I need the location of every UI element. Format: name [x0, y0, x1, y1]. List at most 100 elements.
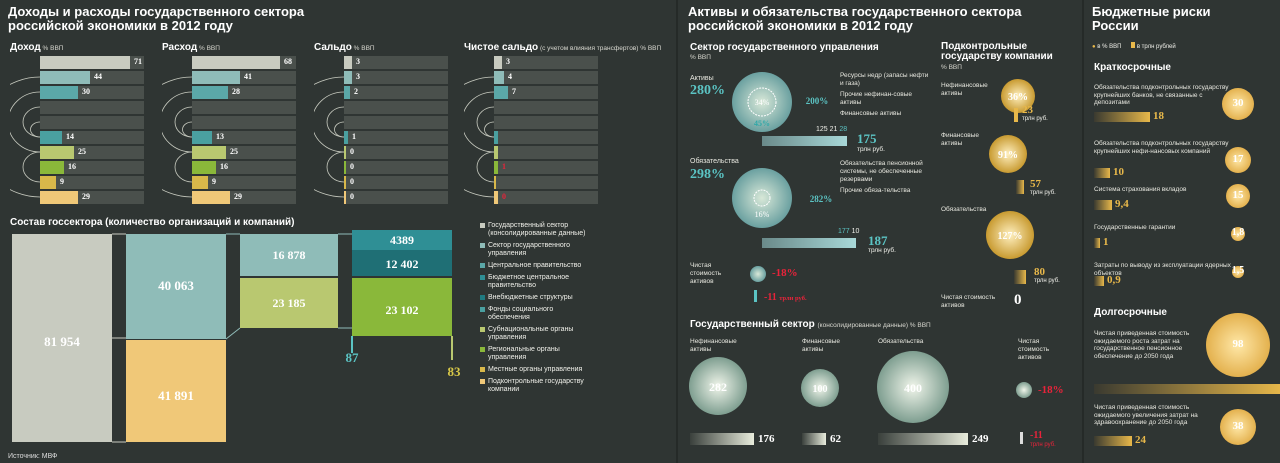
legend-swatch — [480, 327, 485, 332]
divider — [1082, 0, 1084, 463]
panel-row-bar — [40, 131, 62, 144]
panel-row-bg — [494, 161, 598, 174]
legend-swatch — [480, 367, 485, 372]
extrabudget-column — [352, 250, 452, 276]
risk-abs: 1 — [1103, 236, 1109, 248]
panel-row-bar — [40, 161, 64, 174]
panel-row-bar — [344, 56, 352, 69]
panel-row-bar — [40, 176, 56, 189]
consolidated-title: Государственный сектор (консолидированны… — [690, 319, 931, 330]
legend-item: Местные органы управления — [480, 366, 590, 374]
panel-row-bg — [344, 176, 448, 189]
gov-value: 40 063 — [158, 278, 194, 293]
left-title: Доходы и расходы государственного сектор… — [8, 4, 305, 33]
panel-arc — [174, 151, 192, 183]
risk-pct: 1,5 — [1231, 265, 1245, 276]
panel-row-bg — [344, 86, 448, 99]
source: Источник: МВФ — [8, 453, 58, 460]
risk-pct: 38 — [1232, 420, 1244, 432]
svg-text:36%: 36% — [1008, 92, 1028, 103]
panel-row-value: 14 — [66, 132, 74, 141]
risk-pct: 98 — [1232, 338, 1244, 350]
panel-row-bg — [344, 131, 448, 144]
total-column — [12, 234, 112, 442]
panel-row-bar — [494, 146, 498, 159]
panel-row-bg — [344, 71, 448, 84]
local-value: 83 — [448, 364, 462, 379]
panel-row-value: 2 — [354, 87, 358, 96]
panel-row-value: 29 — [234, 192, 242, 201]
legend-item: Фонды социального обеспечения — [480, 306, 590, 322]
panel-row-bar — [40, 146, 74, 159]
panel-row-bar — [344, 176, 346, 189]
legend-item: Субнациональные органы управления — [480, 326, 590, 342]
regional-column — [352, 278, 452, 336]
assets-pct: 280% — [690, 83, 725, 98]
panel-row-value: 44 — [94, 72, 102, 81]
panel-arc — [464, 76, 494, 198]
panel-row-bar — [40, 86, 78, 99]
panel-row-value: 7 — [512, 87, 516, 96]
panel-arc — [10, 76, 40, 198]
legend-item: Бюджетное центральное правительство — [480, 274, 590, 290]
svg-text:400: 400 — [904, 381, 922, 395]
legend-label: Субнациональные органы управления — [488, 326, 574, 341]
panel-row-value: 4 — [508, 72, 512, 81]
panel-row-bg — [344, 101, 448, 114]
panel-row-bar — [192, 131, 212, 144]
risk-bar — [1094, 112, 1150, 122]
panel-row-bar — [494, 71, 504, 84]
panel-row-bar — [192, 146, 226, 159]
risk-bubble — [1232, 266, 1244, 278]
legend-label: Внебюджетные структуры — [488, 294, 573, 301]
panel-arcs — [10, 76, 40, 198]
panel-row-value: 16 — [220, 162, 228, 171]
panel-row-bar — [344, 146, 346, 159]
panel-arc — [314, 76, 344, 198]
panel-row-bar — [494, 161, 498, 174]
risk-label: Чистая приведенная стоимость ожидаемого … — [1094, 330, 1190, 360]
panel-row-bar — [192, 56, 280, 69]
svg-text:91%: 91% — [998, 150, 1018, 161]
risk-pct: 15 — [1232, 189, 1244, 201]
panel-row-value: 25 — [230, 147, 238, 156]
risk-bubble — [1226, 184, 1250, 208]
budget-central-value: 4389 — [390, 233, 414, 247]
risk-bar — [1094, 238, 1100, 248]
panel-arcs — [314, 76, 344, 198]
risk-bar — [1094, 384, 1280, 394]
svg-text:34%: 34% — [755, 98, 770, 107]
panel-arc — [476, 151, 494, 183]
risk-abs: 24 — [1135, 434, 1146, 446]
panel-row-value: 41 — [244, 72, 252, 81]
panel-arc — [314, 91, 344, 153]
panel-title: Расход % ВВП — [162, 42, 220, 53]
svg-text:16%: 16% — [755, 210, 770, 219]
legend-label: Местные органы управления — [488, 366, 583, 373]
panel-title: Сальдо % ВВП — [314, 42, 375, 53]
legend-label: Центральное правительство — [488, 262, 582, 269]
panel-arc — [476, 106, 494, 138]
total-value: 81 954 — [44, 334, 80, 349]
assets-bar — [762, 136, 847, 146]
panel-title: Доход % ВВП — [10, 42, 64, 53]
risk-bubble — [1222, 88, 1254, 120]
legend-swatch — [480, 223, 485, 228]
panel-row-bg — [344, 161, 448, 174]
panel-row-value: 9 — [212, 177, 216, 186]
panel-row-value: 30 — [82, 87, 90, 96]
panel-row-value: 1 — [502, 162, 506, 171]
sub-value: 41 891 — [158, 388, 194, 403]
risk-abs: 18 — [1153, 110, 1164, 122]
panel-arc — [22, 106, 40, 138]
risk-pct: 17 — [1232, 153, 1244, 165]
panel-row-bg — [494, 56, 598, 69]
svg-text:200%: 200% — [806, 96, 829, 106]
panel-row-bg — [494, 86, 598, 99]
legend-swatch — [480, 379, 485, 384]
panel-row-bg — [344, 191, 448, 204]
panel-arc — [162, 91, 192, 153]
svg-text:127%: 127% — [998, 231, 1023, 242]
panel-row-value: 25 — [78, 147, 86, 156]
risk-abs: 0,9 — [1107, 274, 1121, 286]
